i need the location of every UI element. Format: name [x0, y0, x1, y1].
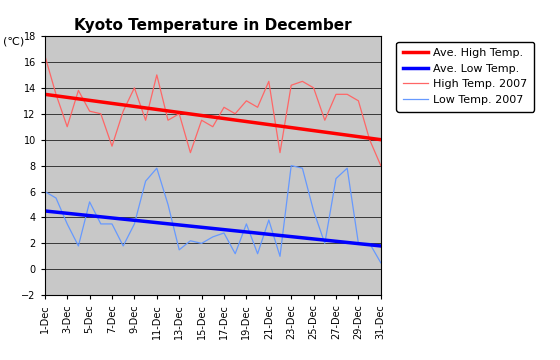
- Title: Kyoto Temperature in December: Kyoto Temperature in December: [74, 18, 352, 33]
- Legend: Ave. High Temp., Ave. Low Temp., High Temp. 2007, Low Temp. 2007: Ave. High Temp., Ave. Low Temp., High Te…: [396, 41, 534, 112]
- Text: (℃): (℃): [3, 36, 24, 46]
